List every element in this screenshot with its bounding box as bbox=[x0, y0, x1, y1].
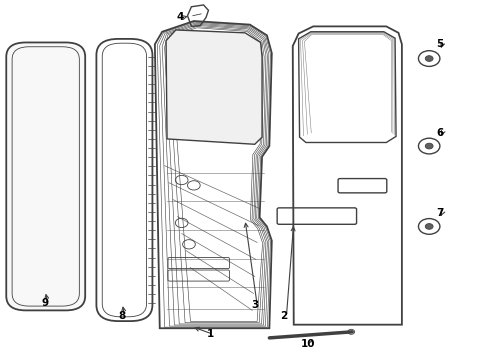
Text: 4: 4 bbox=[177, 13, 184, 22]
Text: 5: 5 bbox=[436, 39, 443, 49]
Polygon shape bbox=[166, 30, 262, 144]
Circle shape bbox=[425, 56, 433, 62]
PathPatch shape bbox=[6, 42, 85, 310]
Text: 7: 7 bbox=[436, 208, 443, 218]
Text: 3: 3 bbox=[251, 300, 258, 310]
Text: 8: 8 bbox=[119, 311, 126, 321]
Text: 10: 10 bbox=[301, 339, 316, 349]
Text: 2: 2 bbox=[280, 311, 288, 321]
Text: 6: 6 bbox=[436, 128, 443, 138]
Circle shape bbox=[425, 224, 433, 229]
Text: 1: 1 bbox=[207, 329, 215, 339]
Text: 9: 9 bbox=[42, 298, 49, 308]
Circle shape bbox=[425, 143, 433, 149]
